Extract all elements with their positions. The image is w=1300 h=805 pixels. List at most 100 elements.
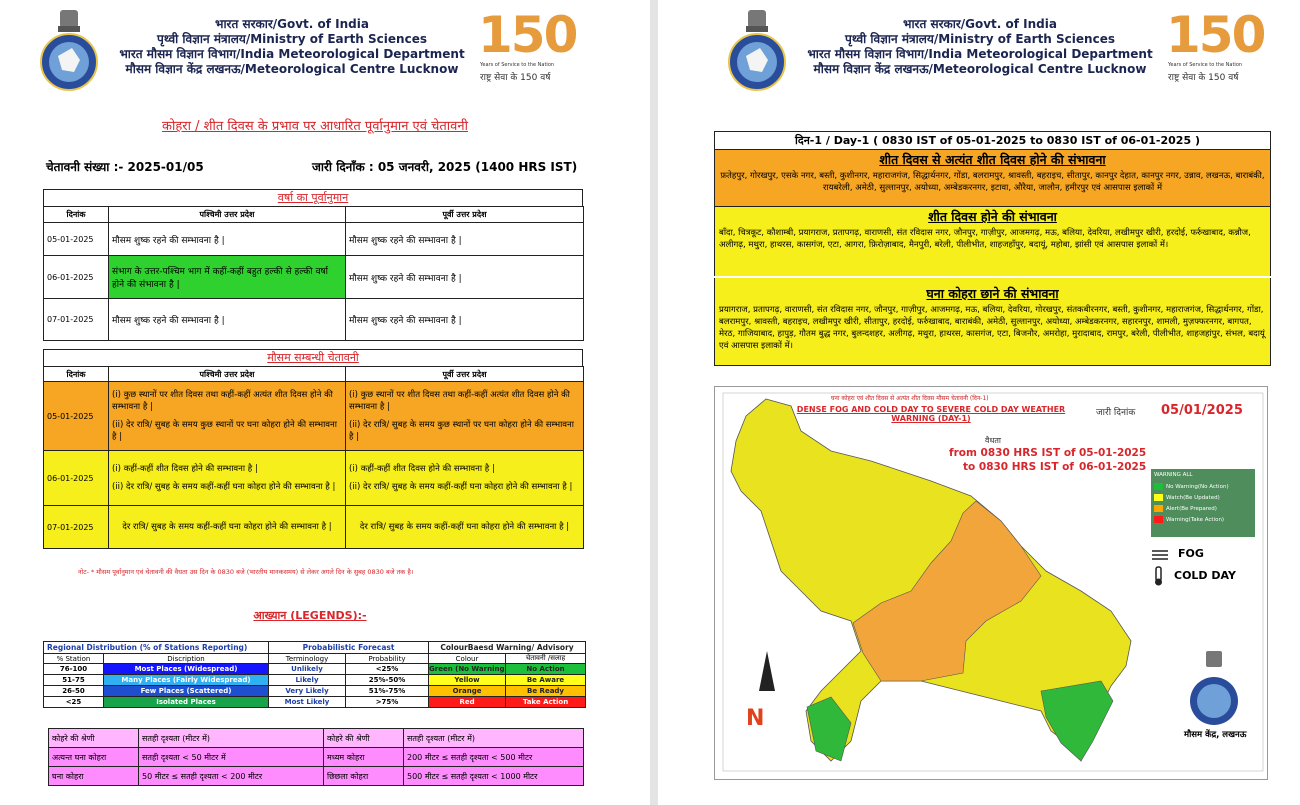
section-row: घना कोहरा छाने की संभावना प्रयागराज, प्रत…	[714, 275, 1271, 366]
legend-swatch	[1154, 505, 1163, 512]
column-header: पूर्वी उत्तर प्रदेश	[345, 366, 584, 382]
probability-cell: <25%	[344, 663, 430, 675]
section-heading: शीत दिवस से अत्यंत शीत दिवस होने की संभा…	[879, 152, 1106, 167]
section-row: शीत दिवस से अत्यंत शीत दिवस होने की संभा…	[714, 149, 1271, 207]
legend-swatch	[1154, 494, 1163, 501]
column-header: चेतावनी /सलाह	[505, 653, 587, 664]
north-label: N	[746, 706, 765, 731]
warning-number: चेतावनी संख्या :- 2025-01/05	[46, 160, 204, 174]
description-cell: Most Places (Widespread)	[103, 663, 269, 675]
probability-cell: 51%-75%	[344, 685, 430, 697]
station-cell: <25	[43, 696, 104, 708]
logo-hindi: राष्ट्र सेवा के 150 वर्ष	[1168, 73, 1239, 83]
table-title: मौसम सम्बन्धी चेतावनी	[43, 349, 583, 366]
note: नोट- * मौसम पूर्वानुमान एवं चेतावनी की व…	[78, 568, 414, 576]
advice-cell: Take Action	[505, 696, 587, 708]
fog-table: कोहरे की श्रेणी सतही दृश्यता (मीटर में) को…	[48, 728, 584, 786]
logo-tagline: Years of Service to the Nation	[1168, 62, 1243, 68]
terminology-cell: Most Likely	[268, 696, 346, 708]
issue-date: जारी दिनाँक : 05 जनवरी, 2025 (1400 HRS I…	[312, 160, 578, 174]
day-table: दिन-1 / Day-1 ( 0830 IST of 05-01-2025 t…	[714, 131, 1271, 366]
warning-line: (ii) देर रात्रि/ सुबह के समय कुछ स्थानों…	[349, 420, 574, 442]
doc-title: कोहरा / शीत दिवस के प्रभाव पर आधारित पूर…	[162, 119, 468, 134]
legend-item: Warning(Take Action)	[1154, 514, 1252, 525]
warning-line: देर रात्रि/ सुबह के समय कहीं-कहीं घना को…	[359, 522, 570, 532]
map-to-date: 06-01-2025	[1079, 461, 1147, 473]
emblem-graphic	[728, 10, 786, 91]
table-body: Regional Distribution (% of Stations Rep…	[43, 641, 587, 708]
fog-row: कोहरे की श्रेणी सतही दृश्यता (मीटर में) को…	[48, 728, 584, 748]
colour-cell: Yellow	[428, 674, 507, 686]
description-cell: Few Places (Scattered)	[103, 685, 269, 697]
forecast-cell: मौसम शुष्क रहने की सम्भावना है |	[108, 298, 346, 341]
logo-number: 150	[1166, 6, 1266, 64]
visibility-cell: 500 मीटर ≤ सतही दृश्यता < 1000 मीटर	[403, 766, 584, 786]
header-row: दिनांक पश्चिमी उत्तर प्रदेश पूर्वी उत्तर प…	[43, 366, 584, 382]
rain-row: 05-01-2025 मौसम शुष्क रहने की सम्भावना है…	[43, 222, 584, 256]
advice-cell: Be Ready	[505, 685, 587, 697]
logo-150: 150 Years of Service to the Nation राष्ट्र…	[1166, 6, 1276, 86]
section-row: शीत दिवस होने की संभावना बाँदा, चित्रकूट,…	[714, 206, 1271, 277]
description-cell: Isolated Places	[103, 696, 269, 708]
visibility-cell: 200 मीटर ≤ सतही दृश्यता < 500 मीटर	[403, 747, 584, 767]
section-cell: शीत दिवस से अत्यंत शीत दिवस होने की संभा…	[714, 149, 1271, 207]
date-cell: 06-01-2025	[43, 450, 109, 506]
visibility-cell: सतही दृश्यता < 50 मीटर में	[138, 747, 324, 767]
rain-row: 07-01-2025 मौसम शुष्क रहने की सम्भावना है…	[43, 298, 584, 341]
colour-cell: Orange	[428, 685, 507, 697]
warning-line: (i) कुछ स्थानों पर शीत दिवस तथा कहीं-कही…	[112, 390, 333, 412]
map-english-title: DENSE FOG AND COLD DAY TO SEVERE COLD DA…	[796, 405, 1066, 423]
warning-cell: (i) कुछ स्थानों पर शीत दिवस तथा कहीं-कही…	[108, 381, 346, 451]
group-header: Regional Distribution (% of Stations Rep…	[43, 641, 269, 654]
legend-row: 26-50 Few Places (Scattered) Very Likely 51…	[43, 685, 587, 697]
warning-line: देर रात्रि/ सुबह के समय कहीं-कहीं घना को…	[122, 522, 332, 532]
warning-table: दिनांक पश्चिमी उत्तर प्रदेश पूर्वी उत्तर प…	[43, 366, 584, 549]
header-line: भारत सरकार/Govt. of India	[215, 17, 369, 31]
header-text: भारत सरकार/Govt. of India पृथ्वी विज्ञान …	[800, 17, 1160, 77]
logo-tagline: Years of Service to the Nation	[480, 62, 555, 68]
map-panel: घना कोहरा एवं शीत दिवस से अत्यंत शीत दिव…	[714, 386, 1268, 780]
warning-cell: (i) कहीं-कहीं शीत दिवस होने की सम्भावना …	[108, 450, 346, 506]
probability-cell: 25%-50%	[344, 674, 430, 686]
warning-line: (ii) देर रात्रि/ सुबह के समय कहीं-कहीं घ…	[349, 482, 573, 492]
emblem	[38, 8, 100, 92]
fog-category-cell: कोहरे की श्रेणी	[48, 728, 139, 748]
date-cell: 07-01-2025	[43, 505, 109, 549]
header-line: भारत मौसम विज्ञान विभाग/India Meteorolog…	[119, 47, 465, 61]
page-divider	[650, 0, 658, 805]
column-header: दिनांक	[43, 366, 109, 382]
forecast-cell: मौसम शुष्क रहने की सम्भावना है |	[345, 255, 584, 299]
header-text: भारत सरकार/Govt. of India पृथ्वी विज्ञान …	[112, 17, 472, 77]
column-header: पूर्वी उत्तर प्रदेश	[345, 206, 584, 223]
emblem	[726, 8, 788, 92]
legend-swatch	[1154, 483, 1163, 490]
map-issue-date: 05/01/2025	[1161, 403, 1243, 418]
warning-line: (ii) देर रात्रि/ सुबह के समय कहीं-कहीं घ…	[112, 482, 336, 492]
table-title: वर्षा का पूर्वानुमान	[43, 189, 583, 206]
date-cell: 06-01-2025	[43, 255, 109, 299]
day-header: दिन-1 / Day-1 ( 0830 IST of 05-01-2025 t…	[714, 131, 1271, 150]
legend-label: Alert(Be Prepared)	[1166, 505, 1217, 512]
legend-label: Warning(Take Action)	[1166, 516, 1225, 523]
probability-cell: >75%	[344, 696, 430, 708]
centre-label: मौसम केंद्र, लखनऊ	[1184, 730, 1247, 740]
section-heading: शीत दिवस होने की संभावना	[928, 209, 1057, 224]
emblem-graphic	[40, 10, 98, 91]
cold-day-label: COLD DAY	[1174, 569, 1236, 582]
section-districts: प्रयागराज, प्रतापगढ़, वाराणसी, संत रविदा…	[719, 304, 1265, 351]
column-header: दिनांक	[43, 206, 109, 223]
legend-item: Watch(Be Updated)	[1154, 492, 1252, 503]
fog-row: अत्यन्त घना कोहरा सतही दृश्यता < 50 मीटर …	[48, 747, 584, 767]
column-header: पश्चिमी उत्तर प्रदेश	[108, 206, 346, 223]
fog-category-cell: कोहरे की श्रेणी	[323, 728, 404, 748]
column-header: Terminology	[268, 653, 346, 664]
header-line: भारत सरकार/Govt. of India	[903, 17, 1057, 31]
map-from-date: 05-01-2025	[1079, 447, 1147, 459]
column-header: पश्चिमी उत्तर प्रदेश	[108, 366, 346, 382]
warning-row: 07-01-2025 देर रात्रि/ सुबह के समय कहीं-क…	[43, 505, 584, 549]
table-body: दिन-1 / Day-1 ( 0830 IST of 05-01-2025 t…	[714, 131, 1271, 366]
legend-table: Regional Distribution (% of Stations Rep…	[43, 641, 587, 708]
group-header: Probabilistic Forecast	[267, 641, 430, 654]
section-cell: घना कोहरा छाने की संभावना प्रयागराज, प्रत…	[714, 275, 1271, 366]
legend-row: <25 Isolated Places Most Likely >75% Red Take…	[43, 696, 587, 708]
